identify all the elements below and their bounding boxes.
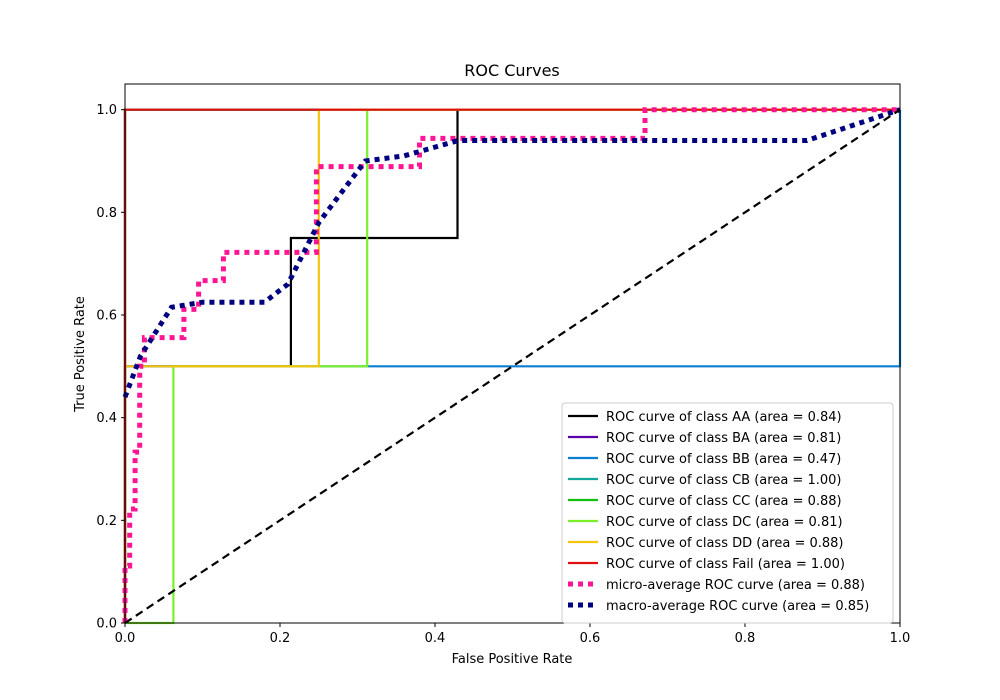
y-axis-ticks: 0.0 0.2 0.4 0.6 0.8 1.0 — [96, 103, 125, 632]
legend-entry-label: ROC curve of class BA (area = 0.81) — [606, 431, 841, 446]
y-tick-label: 0.4 — [96, 411, 117, 426]
legend-entry-label: ROC curve of class BB (area = 0.47) — [606, 452, 841, 467]
x-tick-label: 0.0 — [115, 631, 136, 646]
legend-entry-label: micro-average ROC curve (area = 0.88) — [606, 578, 865, 593]
legend-entry-label: ROC curve of class AA (area = 0.84) — [606, 410, 842, 425]
x-tick-label: 0.2 — [270, 631, 291, 646]
legend-entry-label: ROC curve of class DD (area = 0.88) — [606, 536, 844, 551]
x-axis-label: False Positive Rate — [452, 652, 573, 667]
y-tick-label: 1.0 — [96, 103, 117, 118]
x-tick-label: 0.8 — [735, 631, 756, 646]
legend-entry-label: ROC curve of class CB (area = 1.00) — [606, 473, 841, 488]
x-axis-ticks: 0.0 0.2 0.4 0.6 0.8 1.0 — [115, 623, 911, 646]
legend: ROC curve of class AA (area = 0.84) ROC c… — [561, 402, 894, 624]
chance-diagonal-line — [124, 108, 901, 624]
legend-entry-label: ROC curve of class CC (area = 0.88) — [606, 494, 842, 509]
plot-frame — [124, 83, 901, 624]
x-tick-label: 0.6 — [580, 631, 601, 646]
series-line-micro-average-roc-curve-area-0-88 — [122, 107, 900, 623]
x-tick-label: 1.0 — [890, 631, 911, 646]
y-tick-label: 0.2 — [96, 514, 117, 529]
y-tick-label: 0.8 — [96, 206, 117, 221]
legend-box — [561, 402, 894, 624]
legend-entry-label: ROC curve of class Fail (area = 1.00) — [606, 557, 845, 572]
y-tick-label: 0.0 — [96, 617, 117, 632]
series-line-macro-average-roc-curve-area-0-85 — [122, 107, 901, 398]
legend-entry-label: macro-average ROC curve (area = 0.85) — [606, 599, 869, 614]
chart-title: ROC Curves — [464, 61, 560, 80]
y-tick-label: 0.6 — [96, 309, 117, 324]
x-tick-label: 0.4 — [425, 631, 446, 646]
legend-entry-label: ROC curve of class DC (area = 0.81) — [606, 515, 843, 530]
y-axis-label: True Positive Rate — [73, 296, 88, 413]
